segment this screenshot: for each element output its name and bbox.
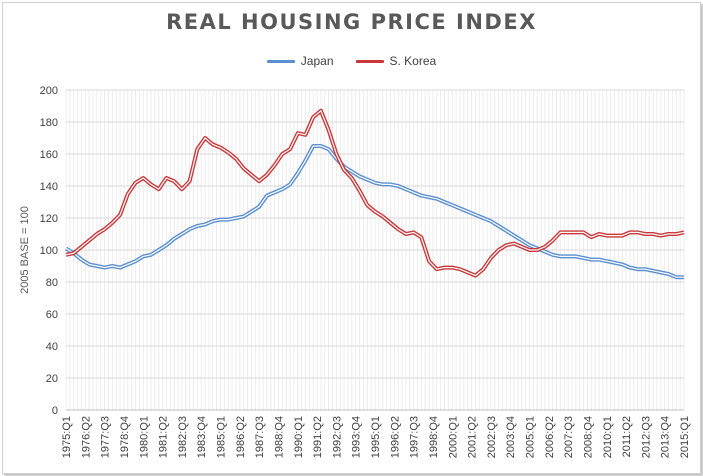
x-axis-ticks: 1975:Q1 1976:Q2 1977:Q3 1978:Q4 1980:Q1 1981:… <box>61 416 691 458</box>
x-tick-label: 1990:Q1 <box>293 416 305 458</box>
x-tick-label: 2005:Q1 <box>525 416 537 458</box>
y-axis-label: 2005 BASE = 100 <box>19 206 31 294</box>
x-tick-label: 2015:Q1 <box>679 416 691 458</box>
x-tick-label: 2006:Q2 <box>544 416 556 458</box>
x-tick-label: 1981:Q2 <box>158 416 170 458</box>
x-tick-label: 1997:Q3 <box>409 416 421 458</box>
y-tick-label: 20 <box>46 373 58 385</box>
y-tick-label: 0 <box>52 405 58 417</box>
chart-title: REAL HOUSING PRICE INDEX <box>166 10 537 34</box>
y-tick-label: 80 <box>46 277 58 289</box>
x-tick-label: 1993:Q4 <box>351 416 363 458</box>
x-tick-label: 1987:Q3 <box>254 416 266 458</box>
x-tick-label: 1986:Q2 <box>235 416 247 458</box>
x-tick-label: 1982:Q3 <box>177 416 189 458</box>
x-tick-label: 1980:Q1 <box>138 416 150 458</box>
x-tick-label: 2008:Q4 <box>582 416 594 458</box>
x-tick-label: 1978:Q4 <box>119 416 131 458</box>
y-tick-label: 140 <box>40 181 58 193</box>
x-tick-label: 1991:Q2 <box>312 416 324 458</box>
x-tick-label: 1996:Q2 <box>389 416 401 458</box>
series-line-highlight-japan <box>65 145 684 278</box>
x-tick-label: 1985:Q1 <box>216 416 228 458</box>
x-tick-label: 2011:Q2 <box>621 416 633 457</box>
series-lines <box>64 108 685 280</box>
legend-swatch-japan <box>266 59 295 63</box>
y-tick-label: 160 <box>40 149 58 161</box>
y-tick-label: 180 <box>40 117 58 129</box>
y-axis-ticks: 0 20 40 60 80 100 120 140 160 180 200 <box>40 85 58 417</box>
y-tick-label: 40 <box>46 341 58 353</box>
x-tick-label: 1977:Q3 <box>100 416 112 458</box>
y-tick-label: 60 <box>46 309 58 321</box>
x-tick-label: 2007:Q3 <box>563 416 575 458</box>
x-tick-label: 1976:Q2 <box>80 416 92 458</box>
x-tick-label: 2013:Q4 <box>660 416 672 458</box>
legend-label-japan: Japan <box>300 54 334 68</box>
series-line-highlight-s-korea <box>65 110 685 277</box>
x-tick-label: 2000:Q1 <box>447 416 459 458</box>
legend-item-s-korea: S. Korea <box>355 54 437 68</box>
x-tick-label: 2002:Q3 <box>486 416 498 458</box>
x-tick-label: 1992:Q3 <box>331 416 343 458</box>
x-tick-label: 1975:Q1 <box>61 416 73 458</box>
x-tick-label: 2003:Q4 <box>505 416 517 458</box>
grid <box>65 89 685 411</box>
legend-swatch-s-korea <box>355 59 384 63</box>
x-tick-label: 1998:Q4 <box>428 416 440 458</box>
x-tick-label: 1995:Q1 <box>370 416 382 458</box>
y-tick-label: 120 <box>40 213 58 225</box>
x-tick-label: 2001:Q2 <box>467 416 479 458</box>
x-tick-label: 1988:Q4 <box>273 416 285 458</box>
legend-item-japan: Japan <box>266 54 334 68</box>
legend-label-s-korea: S. Korea <box>389 54 437 68</box>
y-tick-label: 200 <box>40 85 58 97</box>
x-tick-label: 1983:Q4 <box>196 416 208 458</box>
legend: Japan S. Korea <box>0 54 703 68</box>
x-tick-label: 2010:Q1 <box>602 416 614 458</box>
y-tick-label: 100 <box>40 245 58 257</box>
x-tick-label: 2012:Q3 <box>640 416 652 458</box>
